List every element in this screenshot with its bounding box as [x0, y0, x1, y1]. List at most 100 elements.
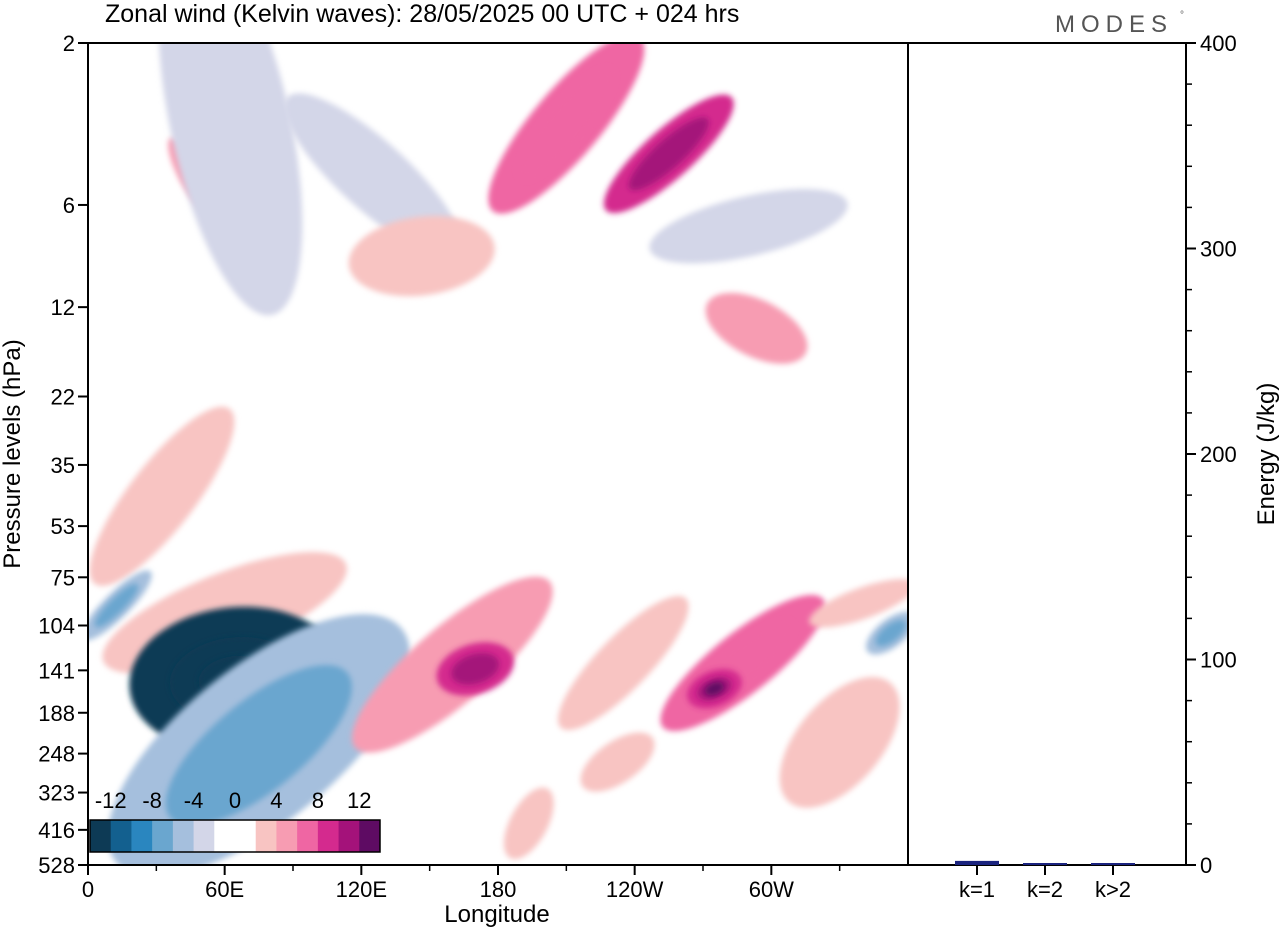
energy-tick-label: 0 [1200, 853, 1212, 878]
colorbar [89, 819, 381, 853]
y-tick-label: 104 [38, 613, 75, 638]
contour-fill [649, 189, 848, 264]
contour-region [786, 833, 837, 865]
contour-fill [284, 93, 462, 257]
contour-region [649, 189, 848, 264]
y-tick-label: 188 [38, 701, 75, 726]
colorbar-swatch [338, 820, 360, 852]
brand-logo: MODES [1055, 11, 1173, 38]
contour-fill-inner [94, 583, 139, 628]
colorbar-swatch [317, 820, 340, 852]
contour-region [107, 614, 410, 865]
energy-bar [955, 860, 999, 865]
contour-fill-core [704, 682, 724, 696]
contour-fill-inner [518, 68, 615, 180]
contour-fill [158, 43, 303, 316]
contour-region [88, 570, 152, 641]
y-tick-label: 528 [38, 853, 75, 878]
x-tick-label: 120W [606, 877, 664, 902]
contour-region [580, 732, 655, 792]
contour-region [705, 292, 808, 364]
x-tick-label: 60E [205, 877, 244, 902]
contour-fill [503, 787, 554, 860]
y-tick-label: 22 [51, 384, 75, 409]
y-tick-label: 75 [51, 565, 75, 590]
contour-region [503, 787, 554, 860]
y-tick-label: 323 [38, 781, 75, 806]
contour-fill-inner [165, 665, 352, 826]
contour-region [740, 391, 871, 462]
x-tick-label: 180 [480, 877, 517, 902]
y-tick-label: 248 [38, 742, 75, 767]
colorbar-swatch [276, 820, 298, 852]
contour-fill [89, 406, 235, 586]
colorbar-label: -12 [95, 788, 127, 813]
energy-category-label: k=2 [1027, 877, 1063, 902]
energy-tick-label: 200 [1200, 442, 1237, 467]
colorbar-border [89, 819, 381, 853]
contour-fill-inner [451, 653, 500, 685]
colorbar-swatch [172, 820, 195, 852]
contour-fill [557, 595, 689, 731]
y-axis-ticks: 2 6 12 22 35 53 75 104 141 188 248 323 416 528 [38, 31, 88, 878]
colorbar-swatch [152, 820, 174, 852]
contour-region [348, 215, 495, 297]
contour-region [809, 579, 908, 628]
colorbar-label: 0 [229, 788, 241, 813]
y-tick-label: 141 [38, 658, 75, 683]
x-axis-label: Longitude [444, 901, 549, 928]
energy-category-label: k=1 [959, 877, 995, 902]
contour-fill [786, 833, 837, 865]
colorbar-label: 8 [312, 788, 324, 813]
chart-title: Zonal wind (Kelvin waves): 28/05/2025 00… [105, 0, 739, 28]
contour-region [603, 94, 734, 214]
colorbar-label: 4 [270, 788, 282, 813]
y-tick-label: 35 [51, 453, 75, 478]
energy-axis-ticks: 0 100 200 300 400 [1186, 31, 1237, 878]
contour-fill-inner [628, 117, 709, 191]
energy-tick-label: 300 [1200, 237, 1237, 262]
contour-fill [740, 391, 871, 462]
x-tick-label: 120E [336, 877, 387, 902]
colorbar-labels: -12 -8 -4 0 4 8 12 [95, 788, 372, 813]
y-tick-label: 416 [38, 818, 75, 843]
energy-axis-label: Energy (J/kg) [1253, 383, 1280, 526]
energy-bar [1023, 863, 1067, 865]
contour-fill [705, 292, 808, 364]
colorbar-swatch [131, 820, 153, 852]
colorbar-swatch [255, 820, 277, 852]
colorbar-swatch [359, 820, 381, 852]
contour-region [89, 406, 235, 586]
y-tick-label: 53 [51, 514, 75, 539]
energy-bars: k=1 k=2 k>2 [955, 860, 1135, 902]
contour-fill [809, 579, 908, 628]
contour-fill [779, 676, 900, 808]
energy-tick-label: 100 [1200, 648, 1237, 673]
colorbar-swatch [235, 820, 257, 852]
colorbar-swatch [193, 820, 215, 852]
contour-region [488, 43, 645, 214]
contour-region [557, 595, 689, 731]
energy-bar [1091, 863, 1135, 865]
contour-fill [580, 732, 655, 792]
y-tick-label: 6 [63, 193, 75, 218]
colorbar-label: -4 [184, 788, 204, 813]
energy-category-label: k>2 [1095, 877, 1131, 902]
contour-region [687, 668, 742, 709]
y-tick-label: 2 [63, 31, 75, 56]
colorbar-swatch [214, 820, 236, 852]
brand-logo-mark: ° [1180, 10, 1184, 21]
colorbar-swatch [297, 820, 319, 852]
contour-region [866, 611, 908, 655]
contour-fill [348, 215, 495, 297]
contour-region [158, 43, 303, 316]
contour-region [436, 642, 514, 696]
contour-regions [88, 43, 908, 865]
contour-fill-inner [875, 620, 907, 647]
energy-tick-label: 400 [1200, 31, 1237, 56]
x-tick-label: 60W [749, 877, 794, 902]
contour-region [779, 676, 900, 808]
colorbar-swatch [90, 820, 112, 852]
colorbar-label: 12 [347, 788, 371, 813]
